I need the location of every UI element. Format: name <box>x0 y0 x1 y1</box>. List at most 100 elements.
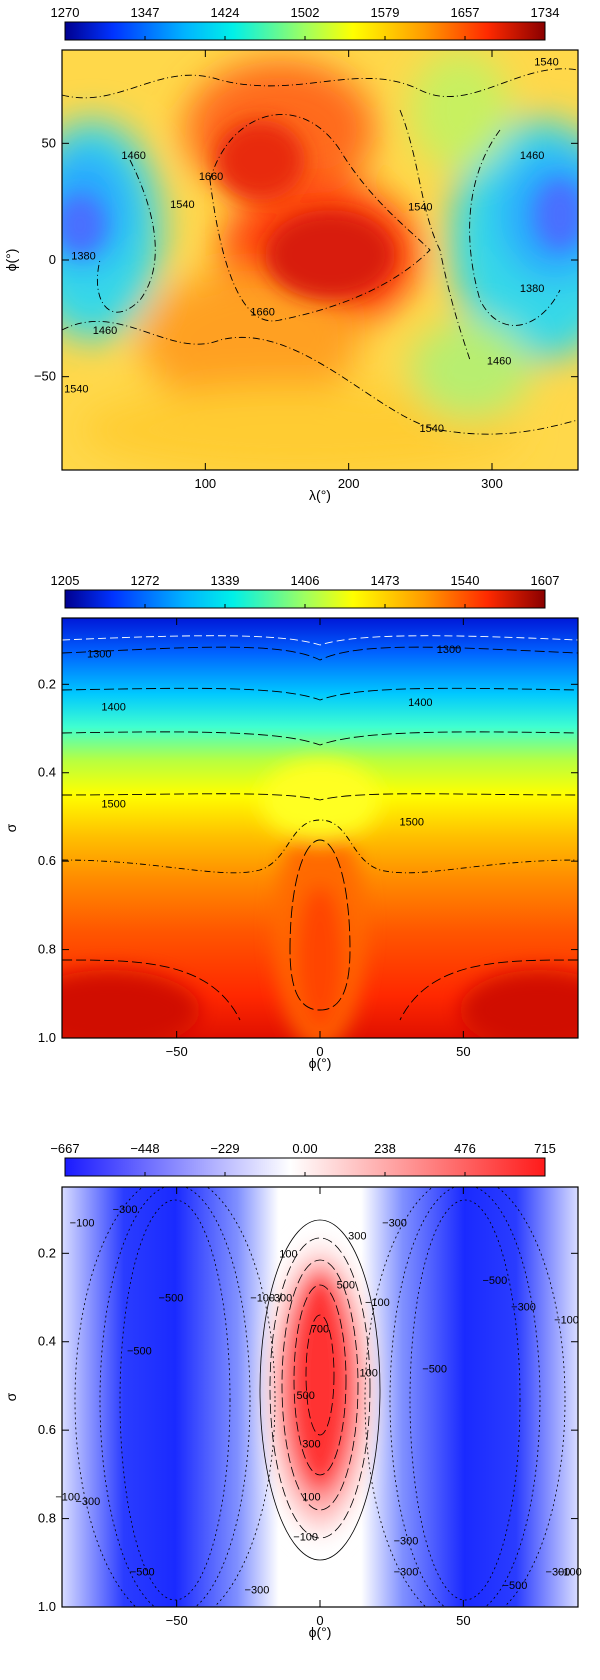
colorbar-3-ticks: −667 −448 −229 0.00 238 476 715 <box>50 1141 556 1176</box>
x-tick-label: 100 <box>194 476 216 491</box>
colorbar-tick-label: 1270 <box>51 5 80 20</box>
contour-label: 500 <box>337 1279 355 1291</box>
y-tick-label: 0 <box>49 252 56 267</box>
colorbar-tick-label: 1272 <box>131 573 160 588</box>
contour-label: 1300 <box>437 644 461 656</box>
x-tick-label: 0 <box>316 1613 323 1628</box>
x-tick-label: 0 <box>316 1044 323 1059</box>
y-tick-label: 0.6 <box>38 853 56 868</box>
colorbar-tick-label: 715 <box>534 1141 556 1156</box>
contour-label: −300 <box>245 1584 270 1596</box>
contour-label: −500 <box>127 1346 152 1358</box>
y-axis-label-2: σ <box>3 823 19 832</box>
contour-label: −500 <box>159 1293 184 1305</box>
colorbar-tick-label: 1339 <box>211 573 240 588</box>
contour-label: 1540 <box>408 201 432 213</box>
contour-label: −500 <box>503 1580 528 1592</box>
contour-label: −300 <box>113 1204 138 1216</box>
colorbar-1-ticks: 1270 1347 1424 1502 1579 1657 1734 <box>51 5 560 40</box>
contour-label: 700 <box>311 1323 329 1335</box>
contour-label: 1400 <box>408 697 432 709</box>
heatmap-1-field <box>62 50 578 470</box>
panel-2: 1205 1272 1339 1406 1473 1540 1607 <box>3 573 579 1071</box>
contour-label: 1540 <box>170 199 194 211</box>
contour-label: 1460 <box>487 355 511 367</box>
heatmap-3-field <box>62 1187 578 1607</box>
contour-label: 1500 <box>101 799 125 811</box>
contour-label: 1540 <box>64 383 88 395</box>
y-tick-label: 0.8 <box>38 1511 56 1526</box>
contour-label: −100 <box>365 1297 390 1309</box>
x-tick-label: 200 <box>338 476 360 491</box>
contour-label: 1400 <box>101 701 125 713</box>
contour-label: −500 <box>482 1275 507 1287</box>
contour-label: 100 <box>360 1368 378 1380</box>
colorbar-tick-label: 1205 <box>51 573 80 588</box>
x-axis-label-2: ϕ(°) <box>309 1055 332 1071</box>
contour-label: −100 <box>554 1315 579 1327</box>
y-tick-label: 0.8 <box>38 942 56 957</box>
contour-label: 1660 <box>250 306 274 318</box>
contour-label: −100 <box>293 1531 318 1543</box>
contour-label: 1500 <box>399 816 423 828</box>
y-tick-label: 0.4 <box>38 1334 56 1349</box>
colorbar-tick-label: −667 <box>50 1141 79 1156</box>
y-tick-label: 0.6 <box>38 1422 56 1437</box>
x-tick-label: 300 <box>481 476 503 491</box>
y-tick-label: 1.0 <box>38 1030 56 1045</box>
x-tick-label: 50 <box>456 1044 470 1059</box>
colorbar-tick-label: 1502 <box>291 5 320 20</box>
colorbar-2-ticks: 1205 1272 1339 1406 1473 1540 1607 <box>51 573 560 608</box>
heatmap-2-field <box>62 618 578 1038</box>
contour-labels-2: 1300 1300 1400 1400 1500 1500 <box>87 644 461 828</box>
colorbar-tick-label: −448 <box>130 1141 159 1156</box>
colorbar-tick-label: 1607 <box>531 573 560 588</box>
y-tick-label: 0.2 <box>38 676 56 691</box>
y-tick-label: 1.0 <box>38 1599 56 1614</box>
contour-label: 1460 <box>93 325 117 337</box>
contour-label: −300 <box>394 1536 419 1548</box>
contour-label: −300 <box>75 1496 100 1508</box>
contour-label: 100 <box>302 1491 320 1503</box>
axes-2: −50 0 50 0.2 0.4 0.6 0.8 1.0 <box>38 618 578 1059</box>
contour-label: 1660 <box>199 171 223 183</box>
colorbar-tick-label: 238 <box>374 1141 396 1156</box>
contour-label: 100 <box>279 1248 297 1260</box>
y-axis-label-3: σ <box>3 1392 19 1401</box>
y-axis-label-1: ϕ(°) <box>3 249 19 272</box>
x-axis-label-1: λ(°) <box>309 487 331 503</box>
colorbar-tick-label: 0.00 <box>292 1141 317 1156</box>
contour-label: −300 <box>511 1301 536 1313</box>
contour-label: −300 <box>546 1567 571 1579</box>
axes-3: −50 0 500.20.40.60.81.0 <box>38 1187 578 1628</box>
contour-label: −300 <box>394 1567 419 1579</box>
x-tick-label: −50 <box>166 1044 188 1059</box>
contour-label: −100 <box>250 1293 275 1305</box>
contour-label: −100 <box>557 1567 582 1579</box>
colorbar-tick-label: 1579 <box>371 5 400 20</box>
contour-label: −300 <box>382 1217 407 1229</box>
contour-label: −100 <box>70 1217 95 1229</box>
contour-label: −500 <box>130 1567 155 1579</box>
panel-1: 1270 1347 1424 1502 1579 1657 1734 <box>3 5 579 503</box>
y-tick-label: 50 <box>42 135 56 150</box>
contour-label: 1460 <box>520 150 544 162</box>
colorbar-tick-label: 1424 <box>211 5 240 20</box>
x-axis-label-3: ϕ(°) <box>309 1624 332 1640</box>
colorbar-tick-label: −229 <box>210 1141 239 1156</box>
contour-label: 1540 <box>420 423 444 435</box>
contour-label: 300 <box>348 1231 366 1243</box>
x-tick-label: −50 <box>166 1613 188 1628</box>
colorbar-tick-label: 1734 <box>531 5 560 20</box>
contour-labels-1: 1540 1460 1460 1660 1540 1540 1380 1380 1660 1460… <box>64 57 559 435</box>
contour-label: 1460 <box>121 150 145 162</box>
colorbar-tick-label: 1406 <box>291 573 320 588</box>
contour-label: 1300 <box>87 648 111 660</box>
colorbar-tick-label: 1347 <box>131 5 160 20</box>
contour-label: 500 <box>296 1390 314 1402</box>
y-tick-label: −50 <box>34 369 56 384</box>
colorbar-tick-label: 1473 <box>371 573 400 588</box>
contour-label: −500 <box>422 1363 447 1375</box>
